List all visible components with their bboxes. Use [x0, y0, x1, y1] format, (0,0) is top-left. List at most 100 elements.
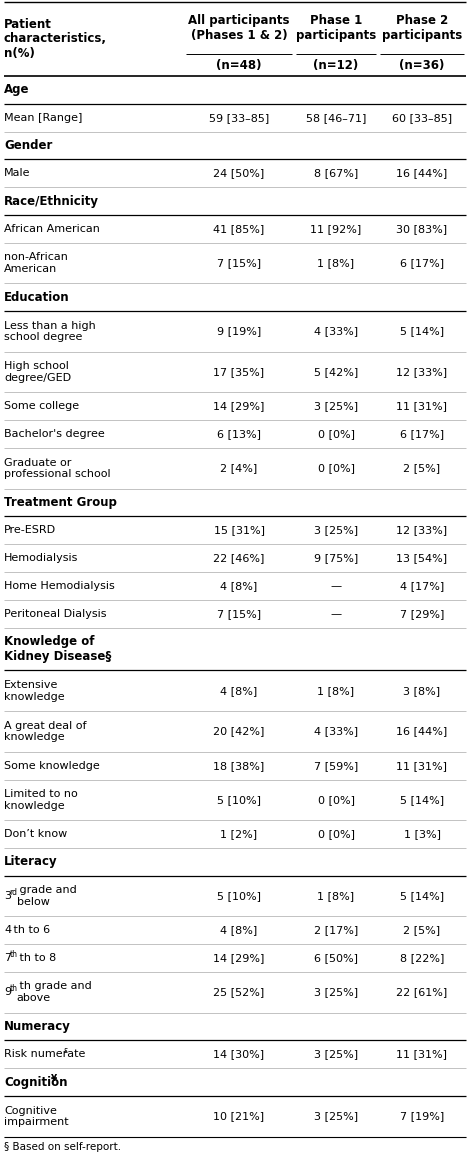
- Text: 1 [8%]: 1 [8%]: [317, 891, 354, 901]
- Text: 8 [22%]: 8 [22%]: [400, 953, 444, 963]
- Text: 14 [30%]: 14 [30%]: [213, 1049, 265, 1060]
- Text: 0 [0%]: 0 [0%]: [318, 429, 354, 439]
- Text: 8 [67%]: 8 [67%]: [314, 168, 358, 178]
- Text: A great deal of
knowledge: A great deal of knowledge: [4, 720, 86, 743]
- Text: 7 [29%]: 7 [29%]: [400, 609, 444, 619]
- Text: 6 [13%]: 6 [13%]: [217, 429, 261, 439]
- Text: th grade and
above: th grade and above: [16, 982, 92, 1003]
- Text: 3 [25%]: 3 [25%]: [314, 988, 358, 997]
- Text: 7 [15%]: 7 [15%]: [217, 609, 261, 619]
- Text: Literacy: Literacy: [4, 855, 58, 868]
- Text: 12 [33%]: 12 [33%]: [396, 525, 447, 536]
- Text: —: —: [330, 581, 342, 591]
- Text: All participants
(Phases 1 & 2): All participants (Phases 1 & 2): [188, 14, 290, 42]
- Text: Age: Age: [4, 84, 30, 96]
- Text: 7 [19%]: 7 [19%]: [400, 1111, 444, 1121]
- Text: non-African
American: non-African American: [4, 252, 68, 274]
- Text: 2 [17%]: 2 [17%]: [314, 925, 358, 935]
- Text: Treatment Group: Treatment Group: [4, 496, 117, 509]
- Text: 22 [61%]: 22 [61%]: [396, 988, 447, 997]
- Text: 11 [31%]: 11 [31%]: [397, 761, 447, 770]
- Text: (n=36): (n=36): [400, 58, 445, 72]
- Text: 4: 4: [4, 925, 11, 935]
- Text: 6 [17%]: 6 [17%]: [400, 258, 444, 268]
- Text: Bachelor's degree: Bachelor's degree: [4, 429, 105, 439]
- Text: 60 [33–85]: 60 [33–85]: [392, 113, 452, 123]
- Text: § Based on self-report.: § Based on self-report.: [4, 1142, 121, 1153]
- Text: (n=12): (n=12): [313, 58, 359, 72]
- Text: 59 [33–85]: 59 [33–85]: [209, 113, 269, 123]
- Text: 2 [5%]: 2 [5%]: [403, 464, 440, 473]
- Text: th: th: [9, 949, 17, 959]
- Text: Extensive
knowledge: Extensive knowledge: [4, 680, 65, 702]
- Text: 11 [92%]: 11 [92%]: [310, 224, 361, 234]
- Text: 5 [14%]: 5 [14%]: [400, 891, 444, 901]
- Text: 0 [0%]: 0 [0%]: [318, 795, 354, 805]
- Text: 4 [17%]: 4 [17%]: [400, 581, 444, 591]
- Text: 18 [38%]: 18 [38%]: [213, 761, 265, 770]
- Text: (n=48): (n=48): [216, 58, 262, 72]
- Text: 4 [33%]: 4 [33%]: [314, 327, 358, 337]
- Text: 9: 9: [4, 988, 11, 997]
- Text: Don’t know: Don’t know: [4, 829, 67, 839]
- Text: 2 [4%]: 2 [4%]: [220, 464, 258, 473]
- Text: Home Hemodialysis: Home Hemodialysis: [4, 581, 115, 591]
- Text: 3 [25%]: 3 [25%]: [314, 525, 358, 536]
- Text: 58 [46–71]: 58 [46–71]: [306, 113, 366, 123]
- Text: 6 [50%]: 6 [50%]: [314, 953, 358, 963]
- Text: 24 [50%]: 24 [50%]: [213, 168, 265, 178]
- Text: Gender: Gender: [4, 139, 52, 152]
- Text: 11 [31%]: 11 [31%]: [397, 1049, 447, 1060]
- Text: 10 [21%]: 10 [21%]: [213, 1111, 265, 1121]
- Text: 3 [8%]: 3 [8%]: [403, 686, 440, 696]
- Text: ε: ε: [64, 1046, 68, 1055]
- Text: 3 [25%]: 3 [25%]: [314, 401, 358, 411]
- Text: 1 [2%]: 1 [2%]: [220, 829, 258, 839]
- Text: th: th: [9, 984, 17, 992]
- Text: 20 [42%]: 20 [42%]: [213, 726, 265, 737]
- Text: 7 [59%]: 7 [59%]: [314, 761, 358, 770]
- Text: 5 [10%]: 5 [10%]: [217, 891, 261, 901]
- Text: African American: African American: [4, 224, 100, 234]
- Text: rd: rd: [9, 888, 17, 897]
- Text: Risk numerate: Risk numerate: [4, 1049, 86, 1060]
- Text: Graduate or
professional school: Graduate or professional school: [4, 458, 110, 479]
- Text: Cognitive
impairment: Cognitive impairment: [4, 1105, 69, 1127]
- Text: 22 [46%]: 22 [46%]: [213, 553, 265, 564]
- Text: 0 [0%]: 0 [0%]: [318, 464, 354, 473]
- Text: 4 [8%]: 4 [8%]: [220, 581, 258, 591]
- Text: 11 [31%]: 11 [31%]: [397, 401, 447, 411]
- Text: Knowledge of
Kidney Disease§: Knowledge of Kidney Disease§: [4, 636, 111, 664]
- Text: Peritoneal Dialysis: Peritoneal Dialysis: [4, 609, 107, 619]
- Text: 5 [14%]: 5 [14%]: [400, 795, 444, 805]
- Text: 7: 7: [4, 953, 11, 963]
- Text: Phase 1
participants: Phase 1 participants: [296, 14, 376, 42]
- Text: Male: Male: [4, 168, 31, 178]
- Text: High school
degree/GED: High school degree/GED: [4, 361, 71, 383]
- Text: Hemodialysis: Hemodialysis: [4, 553, 78, 564]
- Text: —: —: [330, 609, 342, 619]
- Text: grade and
below: grade and below: [16, 885, 77, 906]
- Text: 14 [29%]: 14 [29%]: [213, 401, 265, 411]
- Text: 30 [83%]: 30 [83%]: [396, 224, 447, 234]
- Text: 13 [54%]: 13 [54%]: [396, 553, 447, 564]
- Text: 14 [29%]: 14 [29%]: [213, 953, 265, 963]
- Text: 3: 3: [4, 891, 11, 901]
- Text: 12 [33%]: 12 [33%]: [396, 367, 447, 378]
- Text: th to 6: th to 6: [9, 925, 50, 935]
- Text: 4 [8%]: 4 [8%]: [220, 686, 258, 696]
- Text: Numeracy: Numeracy: [4, 1020, 71, 1033]
- Text: Mean [Range]: Mean [Range]: [4, 113, 82, 123]
- Text: 3 [25%]: 3 [25%]: [314, 1049, 358, 1060]
- Text: 17 [35%]: 17 [35%]: [213, 367, 265, 378]
- Text: 1 [8%]: 1 [8%]: [317, 258, 354, 268]
- Text: 7 [15%]: 7 [15%]: [217, 258, 261, 268]
- Text: th to 8: th to 8: [16, 953, 57, 963]
- Text: 4 [8%]: 4 [8%]: [220, 925, 258, 935]
- Text: Race/Ethnicity: Race/Ethnicity: [4, 194, 99, 208]
- Text: 6 [17%]: 6 [17%]: [400, 429, 444, 439]
- Text: Pre-ESRD: Pre-ESRD: [4, 525, 56, 536]
- Text: 5 [10%]: 5 [10%]: [217, 795, 261, 805]
- Text: 5 [14%]: 5 [14%]: [400, 327, 444, 337]
- Text: 1 [8%]: 1 [8%]: [317, 686, 354, 696]
